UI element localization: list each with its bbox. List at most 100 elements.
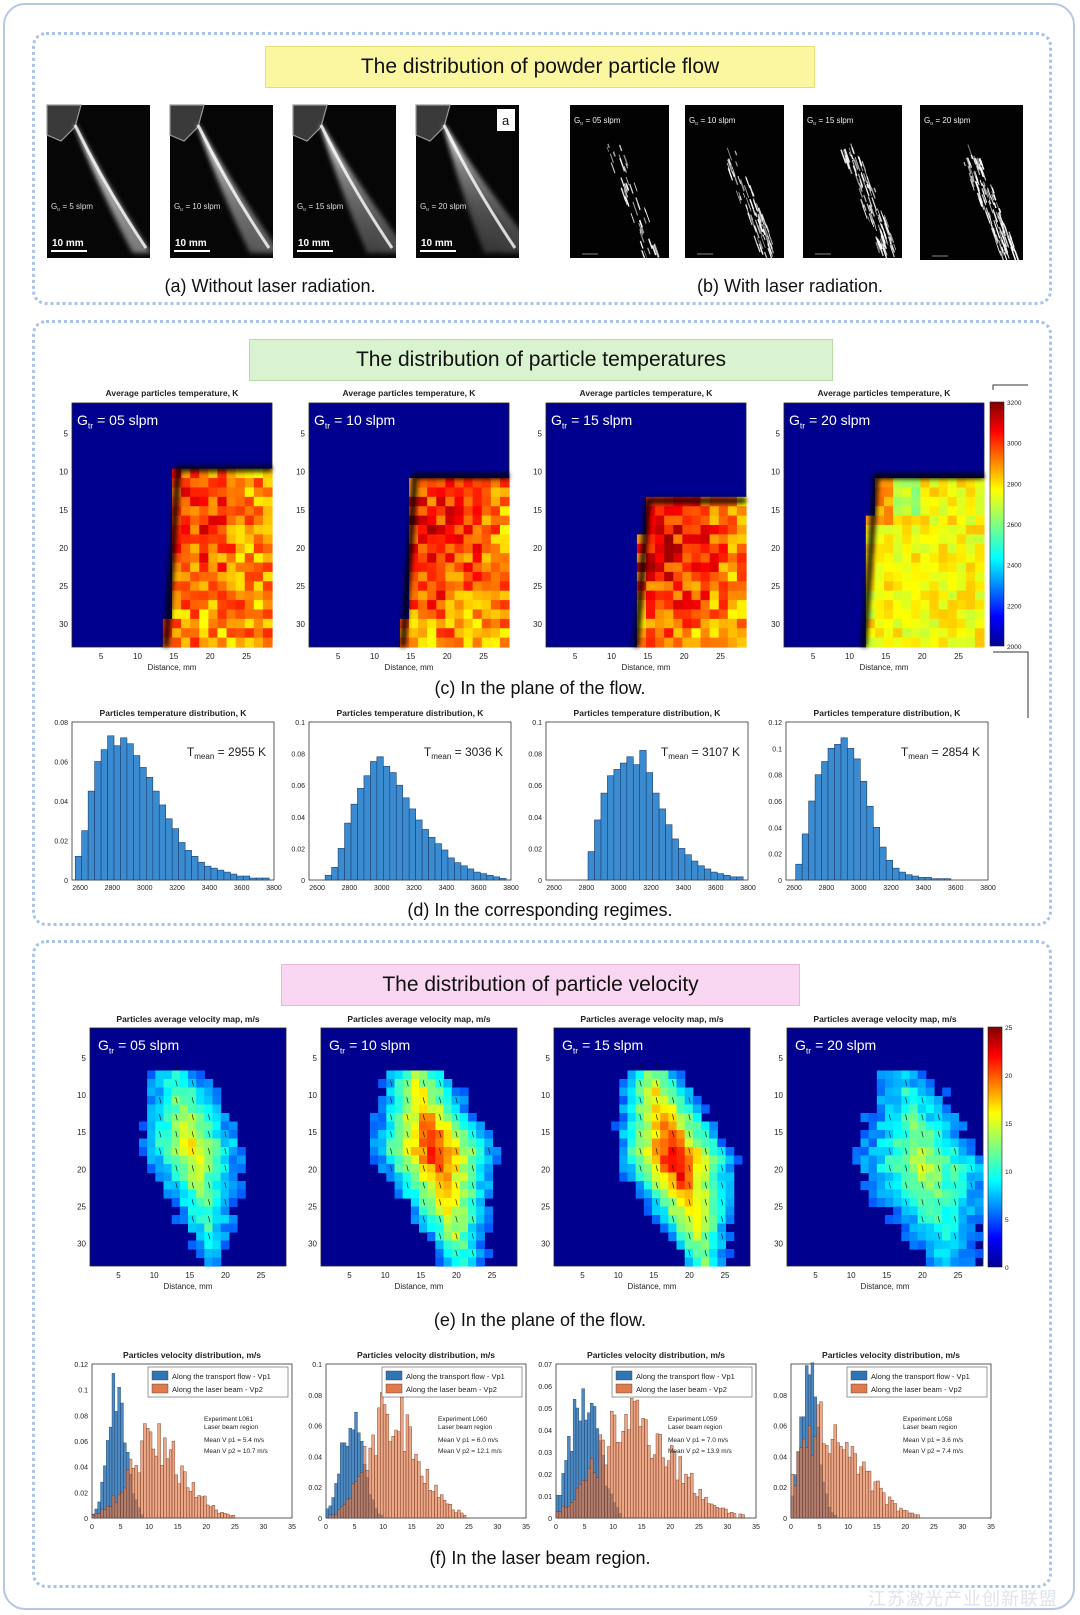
velocity-arrow — [721, 1182, 724, 1189]
temperature-map-title: Average particles temperature, K — [818, 388, 952, 398]
velocity-arrow — [159, 1114, 162, 1121]
map-cell — [490, 600, 501, 611]
velocity-arrow — [422, 1063, 425, 1070]
particle-streak — [861, 161, 867, 172]
map-cell — [235, 618, 246, 629]
map-cell — [643, 1113, 653, 1123]
map-cell — [454, 581, 465, 592]
particle-streak — [877, 238, 883, 252]
histogram-bar — [607, 775, 615, 881]
map-cell — [901, 1121, 911, 1131]
y-tick-label: 10 — [541, 1091, 550, 1100]
map-cell — [884, 571, 894, 582]
map-cell — [253, 543, 264, 554]
map-cell — [188, 1189, 197, 1199]
map-cell — [902, 506, 912, 517]
map-cell — [652, 1130, 661, 1140]
region-label: Laser beam region — [438, 1424, 493, 1431]
map-cell — [668, 1198, 678, 1208]
vp2-bar — [405, 1414, 410, 1519]
map-cell — [673, 637, 683, 648]
map-cell — [499, 543, 510, 554]
map-cell — [454, 637, 465, 648]
map-cell — [709, 1172, 718, 1182]
map-cell — [966, 1155, 976, 1165]
vp2-bar — [371, 1434, 375, 1519]
vp2-bar — [434, 1484, 438, 1519]
map-cell — [499, 628, 510, 639]
nozzle-shape — [169, 104, 205, 142]
map-cell — [188, 1104, 197, 1114]
map-cell — [874, 562, 885, 573]
particle-streak — [756, 203, 759, 210]
map-cell — [212, 1155, 222, 1165]
map-cell — [235, 478, 246, 489]
map-cell — [217, 581, 228, 592]
x-tick-label: 3400 — [916, 885, 932, 892]
map-cell — [676, 1079, 686, 1089]
x-tick-label: 25 — [954, 1271, 963, 1280]
map-cell — [655, 609, 665, 620]
map-cell — [410, 1130, 420, 1140]
histogram-bar — [600, 792, 608, 881]
map-cell — [684, 1138, 694, 1148]
map-cell — [410, 1206, 420, 1216]
map-cell — [481, 506, 492, 517]
histogram-bar — [866, 805, 874, 881]
y-tick-label: 0 — [318, 1516, 322, 1523]
histogram-bar — [860, 780, 868, 881]
map-cell — [220, 1147, 230, 1157]
map-cell — [692, 1130, 702, 1140]
map-cell — [212, 1096, 222, 1106]
temperature-map-title: Average particles temperature, K — [343, 388, 477, 398]
map-cell — [226, 628, 237, 639]
map-cell — [701, 1138, 710, 1148]
map-cell — [208, 496, 219, 507]
x-tick-label: 10 — [614, 1271, 623, 1280]
map-cell — [253, 487, 264, 498]
map-cell — [974, 562, 985, 573]
particle-streak — [738, 192, 741, 198]
colorbar-tick-label: 3200 — [1007, 400, 1022, 407]
map-cell — [718, 543, 729, 554]
velocity-arrow — [422, 1097, 425, 1104]
velocity-arrow — [455, 1233, 458, 1240]
photo-b-4: Gtr = 20 slpm — [920, 105, 1023, 267]
velocity-arrow — [688, 1233, 691, 1240]
velocity-arrow — [208, 1131, 211, 1138]
map-cell — [427, 1223, 436, 1233]
particle-streak — [749, 214, 754, 221]
particle-streak — [760, 235, 766, 249]
map-cell — [435, 1232, 445, 1242]
map-cell — [942, 1087, 951, 1097]
map-cell — [965, 496, 976, 507]
map-cell — [435, 1113, 445, 1123]
map-cell — [709, 1249, 718, 1259]
map-cell — [966, 1181, 976, 1191]
vp2-bar — [790, 1473, 795, 1519]
map-cell — [660, 1096, 669, 1106]
map-cell — [262, 562, 273, 573]
y-tick-label: 0.04 — [538, 1428, 552, 1435]
map-cell — [929, 562, 940, 573]
map-cell — [445, 600, 456, 611]
map-cell — [950, 1215, 960, 1225]
map-cell — [490, 581, 501, 592]
velocity-arrow — [937, 1182, 940, 1189]
x-tick-label: 15 — [881, 652, 890, 661]
map-cell — [868, 1172, 878, 1182]
map-cell — [443, 1087, 453, 1097]
particle-streak — [620, 187, 627, 202]
map-cell — [909, 1070, 919, 1080]
map-cell — [660, 1189, 669, 1199]
map-cell — [942, 1104, 951, 1114]
colorbar-tick-label: 25 — [1005, 1025, 1013, 1032]
map-cell — [956, 534, 967, 545]
map-cell — [386, 1113, 396, 1123]
map-cell — [492, 1147, 502, 1157]
experiment-label: Experiment L061 — [204, 1416, 254, 1423]
velocity-arrow — [175, 1165, 178, 1172]
velocity-arrow — [224, 1148, 227, 1155]
map-cell — [700, 637, 711, 648]
